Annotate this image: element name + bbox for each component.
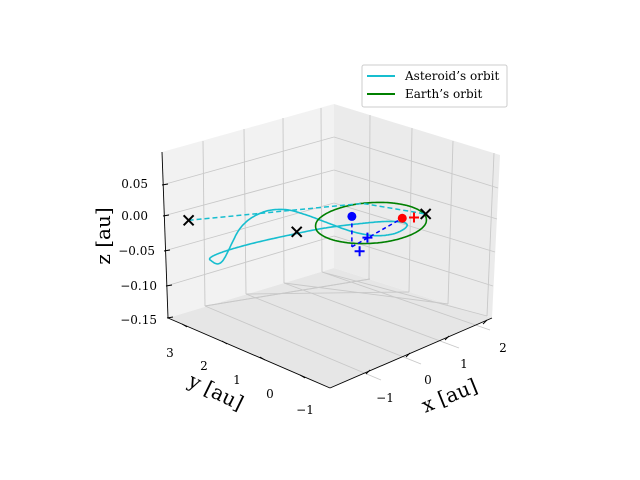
asteroid-orbit-line (208, 208, 409, 265)
z-tick-mark (163, 249, 171, 252)
z-axis-line (161, 151, 169, 319)
z-tick-mark (162, 214, 170, 217)
y-tick-mark (221, 340, 228, 345)
x-tick-label: 2 (499, 341, 507, 355)
grid-z-0.00-back (333, 169, 498, 220)
y-tick-label: 2 (200, 359, 208, 373)
x-axis-ticks (365, 319, 488, 375)
grid-y-1-left (282, 117, 285, 284)
y-tick-label: 3 (166, 346, 174, 360)
grid-z-neg0.05-left (163, 202, 335, 252)
axes-panes (162, 104, 500, 388)
z-tick-mark (165, 284, 173, 287)
legend-label-earth: Earth’s orbit (405, 87, 482, 101)
plus-marker-blue (354, 246, 365, 257)
x-tick-label: −1 (376, 391, 394, 405)
grid-y-3-left (202, 140, 206, 307)
z-axis-ticks (161, 183, 174, 319)
grid (161, 107, 499, 381)
grid-y-0-left (320, 107, 323, 273)
grid-x-neg1-back (368, 114, 371, 280)
x-tick-labels: −1 0 1 2 (376, 341, 507, 405)
z-tick-mark (161, 183, 169, 186)
x-tick-mark (444, 335, 450, 341)
x-tick-label: 1 (460, 357, 468, 371)
y-tick-label: 0 (266, 387, 274, 401)
x-tick-label: 0 (424, 373, 432, 387)
y-tick-mark (259, 356, 266, 361)
z-tick-label: −0.05 (118, 244, 155, 258)
line-of-nodes (188, 202, 426, 222)
grid-y-2-left (243, 128, 247, 295)
z-tick-label: −0.15 (120, 313, 157, 327)
grid-z-0.05-back (333, 136, 499, 189)
grid-floor-a (204, 305, 382, 381)
y-tick-labels: 3 2 1 0 −1 (166, 346, 314, 417)
node-marker (182, 214, 195, 227)
y-tick-label: 1 (233, 373, 241, 387)
legend: Asteroid’s orbit Earth’s orbit (361, 64, 508, 108)
y-tick-mark (181, 323, 188, 328)
plus-marker-blue (362, 232, 373, 243)
z-tick-mark (166, 316, 174, 319)
grid-x-0-back (408, 127, 413, 293)
back-pane (334, 104, 500, 318)
node-marker (291, 226, 303, 238)
grid-z-neg0.10-left (165, 235, 335, 287)
left-pane (162, 104, 334, 318)
grid-floor-y0 (321, 271, 488, 317)
z-tick-labels: 0.05 0.00 −0.05 −0.10 −0.15 (118, 177, 157, 327)
x-tick-mark (482, 319, 488, 325)
plot-area (182, 201, 432, 265)
node-marker (419, 208, 432, 220)
z-axis-label: z [au] (91, 207, 115, 264)
grid-z-0.00-left (162, 169, 335, 217)
grid-floor-x-neg1 (204, 278, 371, 307)
x-axis-line (329, 317, 493, 389)
grid-floor-y1 (283, 282, 449, 305)
earth-point (397, 213, 407, 223)
grid-floor-c (283, 282, 460, 349)
grid-floor-d (321, 271, 491, 331)
grid-z-0.05-left (161, 136, 335, 186)
grid-x-2-back (486, 152, 495, 317)
z-tick-label: −0.10 (120, 279, 157, 293)
y-tick-mark (299, 374, 306, 379)
grid-floor-b (245, 293, 422, 365)
z-tick-label: 0.00 (121, 209, 148, 223)
x-tick-mark (405, 352, 411, 358)
plus-marker-red (408, 212, 419, 223)
grid-x-1-back (447, 140, 454, 305)
asteroid-earth-link (351, 217, 403, 248)
x-tick-mark (365, 369, 371, 375)
y-tick-label: −1 (296, 403, 314, 417)
y-axis-ticks (181, 323, 306, 379)
z-tick-label: 0.05 (121, 177, 148, 191)
legend-frame (361, 64, 508, 108)
asteroid-point (347, 211, 357, 221)
grid-z-neg0.05-back (333, 202, 496, 253)
legend-label-asteroid: Asteroid’s orbit (404, 69, 499, 83)
